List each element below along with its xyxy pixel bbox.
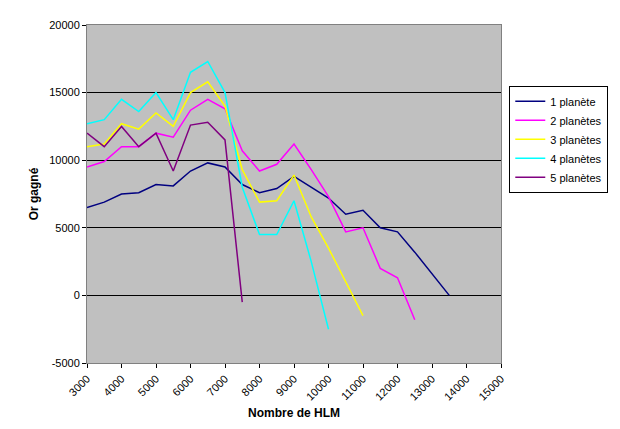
svg-text:13000: 13000: [407, 373, 437, 403]
svg-text:3 planètes: 3 planètes: [550, 134, 601, 146]
svg-text:Or gagné: Or gagné: [27, 167, 41, 220]
svg-text:5000: 5000: [136, 373, 162, 399]
svg-text:10000: 10000: [304, 373, 334, 403]
svg-text:5 planètes: 5 planètes: [550, 172, 601, 184]
svg-text:Nombre de HLM: Nombre de HLM: [248, 406, 340, 420]
svg-text:5000: 5000: [55, 222, 79, 234]
svg-text:4000: 4000: [101, 373, 127, 399]
svg-text:6000: 6000: [170, 373, 196, 399]
svg-text:15000: 15000: [476, 373, 506, 403]
svg-text:1 planète: 1 planète: [550, 96, 595, 108]
svg-text:10000: 10000: [49, 154, 80, 166]
svg-text:7000: 7000: [205, 373, 231, 399]
svg-text:9000: 9000: [274, 373, 300, 399]
svg-text:2 planètes: 2 planètes: [550, 115, 601, 127]
svg-text:14000: 14000: [442, 373, 472, 403]
svg-text:4 planètes: 4 planètes: [550, 153, 601, 165]
svg-text:11000: 11000: [339, 373, 369, 403]
svg-text:12000: 12000: [373, 373, 403, 403]
svg-text:-5000: -5000: [52, 357, 80, 369]
svg-text:0: 0: [74, 289, 80, 301]
svg-text:15000: 15000: [49, 86, 80, 98]
svg-text:20000: 20000: [49, 19, 80, 31]
svg-text:3000: 3000: [67, 373, 93, 399]
svg-text:8000: 8000: [239, 373, 265, 399]
